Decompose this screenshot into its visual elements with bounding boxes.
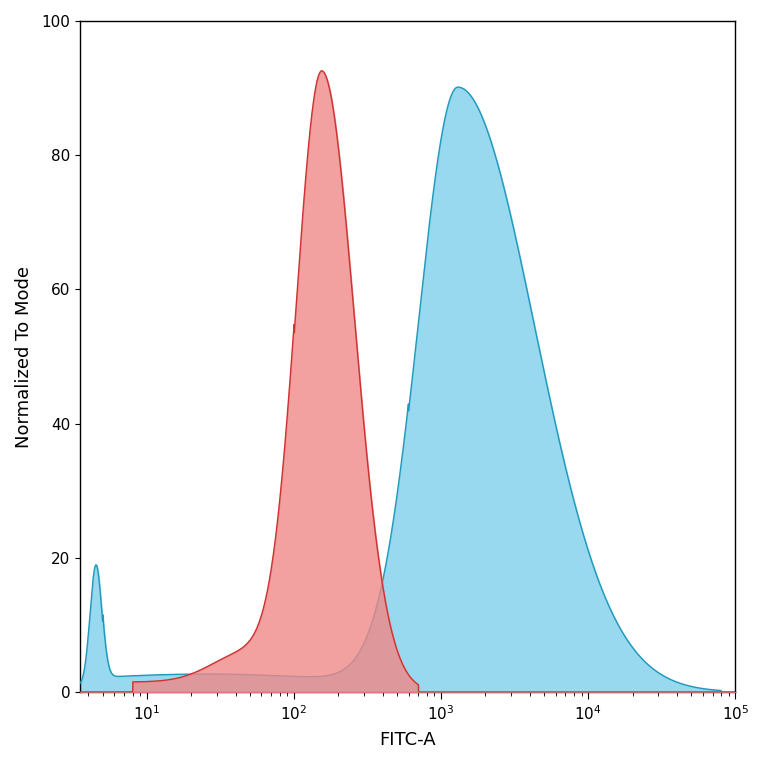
- X-axis label: FITC-A: FITC-A: [379, 731, 436, 749]
- Y-axis label: Normalized To Mode: Normalized To Mode: [15, 266, 33, 448]
